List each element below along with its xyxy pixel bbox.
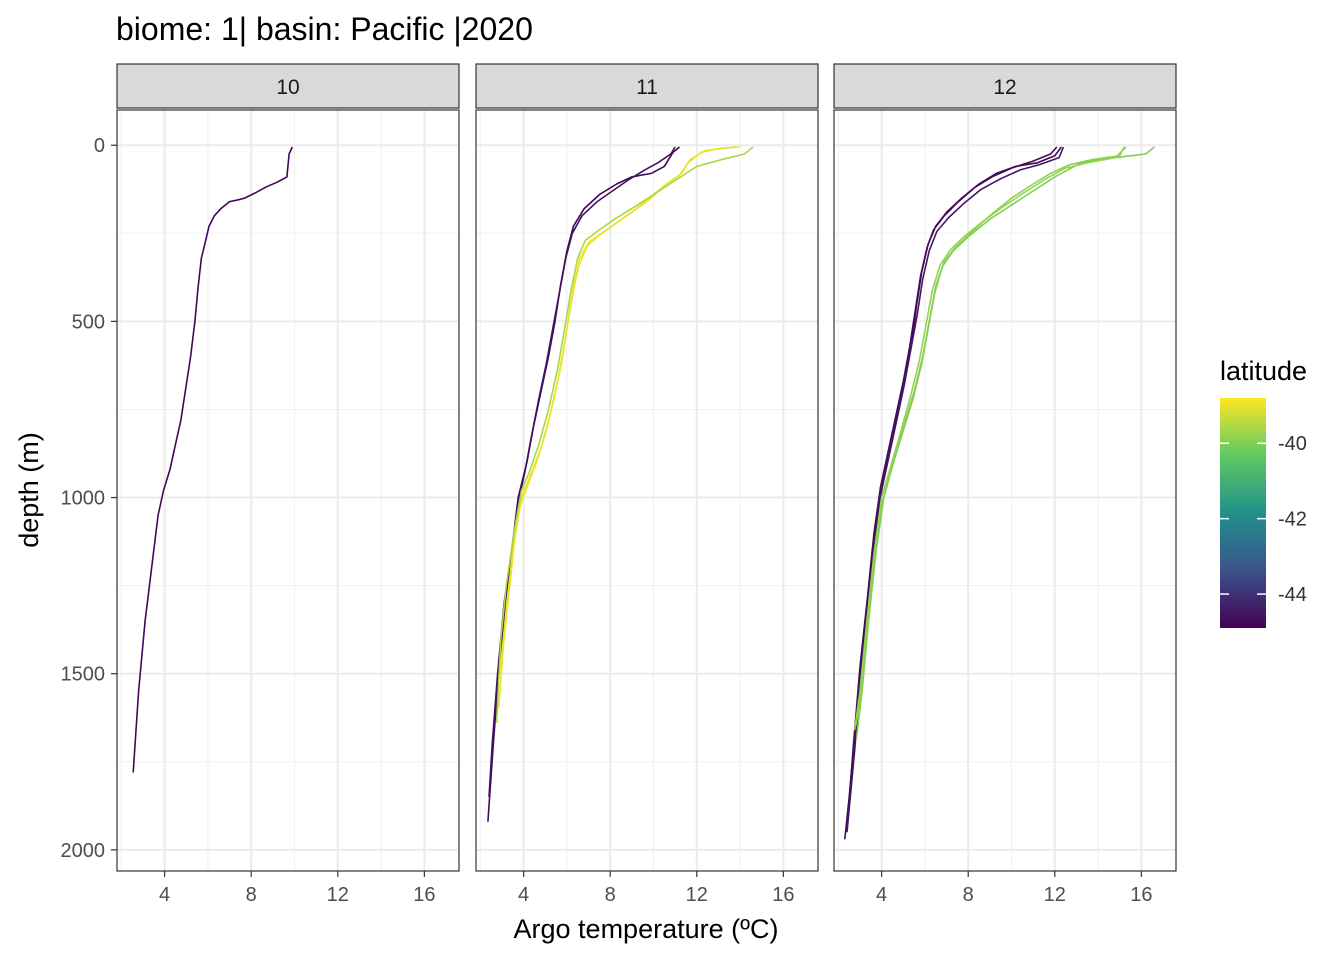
legend-colorbar — [1220, 398, 1266, 628]
profile-line — [854, 146, 1155, 727]
x-tick-label: 8 — [963, 884, 974, 906]
chart-title: biome: 1| basin: Pacific |2020 — [116, 11, 533, 47]
legend-tick-label: -40 — [1278, 433, 1307, 455]
y-tick-label: 2000 — [61, 840, 106, 862]
legend-tick-label: -42 — [1278, 509, 1307, 531]
panel-border — [116, 109, 460, 872]
x-tick-label: 12 — [327, 884, 349, 906]
y-tick-label: 500 — [72, 311, 105, 333]
facet-panel-11: 11 4 8 12 16 — [475, 63, 819, 906]
y-tick-label: 0 — [94, 135, 105, 157]
x-tick-label: 8 — [246, 884, 257, 906]
legend-tick-label: -44 — [1278, 584, 1307, 606]
facet-strip-label: 10 — [276, 76, 299, 99]
x-axis-label: Argo temperature (ºC) — [514, 914, 779, 944]
profile-line — [847, 146, 1058, 815]
facet-strip-label: 12 — [993, 76, 1016, 99]
panel-border — [475, 109, 819, 872]
y-tick-label: 1000 — [61, 488, 106, 510]
panel-background — [117, 110, 459, 871]
facet-panel-12: 12 4 8 12 16 — [833, 63, 1177, 906]
x-tick-label: 8 — [605, 884, 616, 906]
profile-line — [495, 146, 754, 724]
color-legend: latitude -40 -42 -44 — [1220, 356, 1307, 628]
y-axis-label: depth (m) — [14, 432, 44, 548]
panel-background — [476, 110, 818, 871]
x-tick-label: 16 — [413, 884, 435, 906]
facet-strip-label: 11 — [636, 76, 658, 99]
facet-strip — [116, 63, 460, 109]
x-tick-label: 12 — [1044, 884, 1066, 906]
panel-background — [834, 110, 1176, 871]
facet-panels: 10 4 8 12 16 11 4 8 12 16 12 4 8 12 16 0 500 1000 1500 2000 — [61, 63, 1177, 906]
facet-strip — [833, 63, 1177, 109]
x-tick-label: 16 — [1130, 884, 1152, 906]
profile-line — [853, 146, 1127, 731]
x-tick-label: 4 — [876, 884, 887, 906]
legend-title: latitude — [1220, 356, 1307, 386]
x-tick-label: 12 — [686, 884, 708, 906]
profile-line — [499, 146, 736, 674]
x-tick-label: 4 — [518, 884, 529, 906]
profile-line — [132, 146, 294, 773]
panel-border — [833, 109, 1177, 872]
y-axis: 0 500 1000 1500 2000 — [61, 135, 117, 862]
y-tick-label: 1500 — [61, 664, 106, 686]
facet-panel-10: 10 4 8 12 16 — [116, 63, 460, 906]
x-tick-label: 4 — [159, 884, 170, 906]
x-tick-label: 16 — [772, 884, 794, 906]
facet-strip — [475, 63, 819, 109]
